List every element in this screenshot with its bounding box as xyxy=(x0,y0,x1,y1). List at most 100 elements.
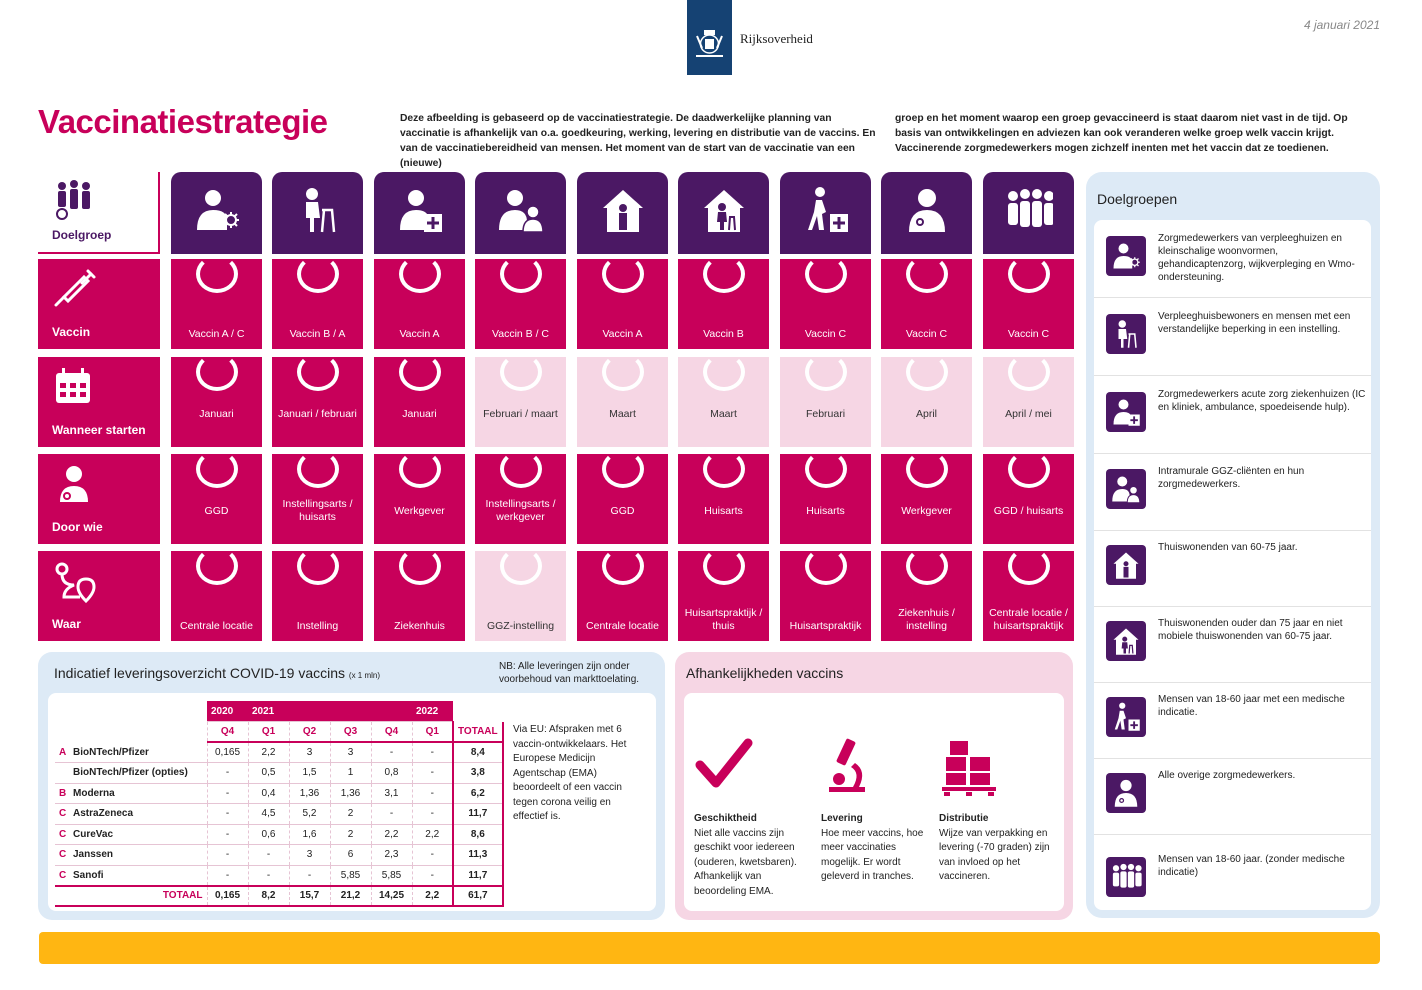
table-cell: 2,2 xyxy=(247,742,289,763)
cell-doorwie: Instellingsarts / werkgever xyxy=(475,450,566,544)
doelgroep-text: Mensen van 18-60 jaar met een medische i… xyxy=(1158,694,1345,718)
cell-text: Vaccin A xyxy=(602,328,643,340)
table-cell: - xyxy=(411,865,453,886)
table-cell: 0,165 xyxy=(206,742,248,763)
cell-vaccin: Vaccin B xyxy=(678,255,769,349)
cell-wanneer: Maart xyxy=(577,353,668,447)
caregiver-icon xyxy=(1106,773,1146,813)
table-cell: 3 xyxy=(288,844,330,866)
row-label-text: Waar xyxy=(52,617,81,631)
microscope-icon xyxy=(829,738,865,792)
walker-medical-icon xyxy=(1106,697,1146,737)
puzzle-knob xyxy=(1008,450,1050,488)
puzzle-knob xyxy=(1008,353,1050,391)
elderly-walker-icon xyxy=(1106,314,1146,354)
dependency-text: Niet alle vaccins zijn geschikt voor ied… xyxy=(694,827,797,897)
table-row: A BioNTech/Pfizer 0,165 2,2 3 3- -8,4 xyxy=(55,742,504,763)
cell-wanneer: Februari xyxy=(780,353,871,447)
column-header xyxy=(881,172,972,254)
quarter-cell: Q1 xyxy=(411,721,453,743)
crest-logo-icon xyxy=(696,30,723,57)
caregiver-virus-icon xyxy=(197,190,239,230)
levering-unit: (x 1 mln) xyxy=(348,671,381,680)
levering-table: 2020 2021 2022 Q4 Q1 Q2 Q3 Q4 Q1 TOTAAL A BioNTech/… xyxy=(55,701,504,907)
syringe-icon xyxy=(54,269,96,307)
table-cell: - xyxy=(411,742,453,763)
house-person-icon xyxy=(603,190,643,232)
quarter-cell: Q4 xyxy=(370,721,412,743)
column-header xyxy=(374,172,465,254)
intro-text-1: Deze afbeelding is gebaseerd op de vacci… xyxy=(400,113,876,169)
row-label-text: Wanneer starten xyxy=(52,423,146,437)
table-row: BioNTech/Pfizer (opties) -0,5 1,5 1 0,8-3,8 xyxy=(55,762,504,784)
cell-vaccin: Vaccin C xyxy=(881,255,972,349)
puzzle-knob xyxy=(196,255,238,293)
table-row: C Sanofi - - -5,85 5,85-11,7 xyxy=(55,865,504,886)
cell-wanneer: Maart xyxy=(678,353,769,447)
cell-text: Februari xyxy=(805,407,846,420)
doelgroep-item: Thuiswonenden van 60-75 jaar. xyxy=(1094,531,1371,607)
row-total: 8,6 xyxy=(452,824,504,845)
vaccine-name: C Sanofi xyxy=(55,865,207,886)
table-cell: 0,4 xyxy=(247,783,289,804)
table-cell: - xyxy=(370,803,412,825)
doelgroep-text: Zorgmedewerkers van verpleeghuizen en kl… xyxy=(1158,233,1355,283)
cell-text: Centrale locatie xyxy=(180,620,253,632)
puzzle-knob xyxy=(703,353,745,391)
caregiver-icon xyxy=(909,189,945,232)
doelgroep-item: Zorgmedewerkers van verpleeghuizen en kl… xyxy=(1094,222,1371,298)
column-header xyxy=(983,172,1074,254)
year-cell: 2022 xyxy=(412,701,453,722)
puzzle-knob xyxy=(703,450,745,488)
cell-wanneer: April / mei xyxy=(983,353,1074,447)
year-row: 2020 2021 2022 xyxy=(55,701,503,722)
levering-note: Via EU: Afspraken met 6 vaccin-ontwikkel… xyxy=(513,724,627,822)
cell-vaccin: Vaccin C xyxy=(983,255,1074,349)
table-cell: - xyxy=(411,783,453,804)
cell-text: Januari / februari xyxy=(278,407,357,420)
doelgroep-item: Verpleeghuisbewoners en mensen met een v… xyxy=(1094,300,1371,376)
table-cell: - xyxy=(206,844,248,866)
table-cell: 2,3 xyxy=(370,844,412,866)
cell-text: Vaccin B xyxy=(703,328,744,340)
table-cell: 5,2 xyxy=(288,803,330,825)
table-cell: 5,85 xyxy=(370,865,412,886)
cell-waar: Ziekenhuis xyxy=(374,547,465,641)
cell-text: Werkgever xyxy=(901,504,952,517)
date: 4 januari 2021 xyxy=(1303,18,1380,32)
column-header xyxy=(780,172,871,254)
caregiver-client-icon xyxy=(1106,469,1146,509)
cell-text: GGD / huisarts xyxy=(993,504,1064,517)
logo-block xyxy=(687,0,732,75)
table-cell: - xyxy=(411,803,453,825)
puzzle-knob xyxy=(500,450,542,488)
cell-text: Centrale locatie / huisartspraktijk xyxy=(989,607,1068,632)
puzzle-knob xyxy=(703,255,745,293)
table-cell: - xyxy=(411,762,453,784)
cell-text: Vaccin C xyxy=(905,328,948,340)
doelgroep-item: Mensen van 18-60 jaar met een medische i… xyxy=(1094,683,1371,759)
puzzle-knob xyxy=(196,450,238,488)
pallet-boxes-icon xyxy=(942,741,996,796)
caregiver-hospital-icon xyxy=(400,190,442,232)
row-total: 3,8 xyxy=(452,762,504,784)
cell-text: Ziekenhuis / instelling xyxy=(898,607,955,632)
puzzle-knob xyxy=(500,255,542,293)
puzzle-knob xyxy=(500,353,542,391)
cell-text: Vaccin A xyxy=(399,328,440,340)
quarter-row: Q4 Q1 Q2 Q3 Q4 Q1 TOTAAL xyxy=(55,721,504,743)
puzzle-knob xyxy=(399,255,441,293)
row-total: 6,2 xyxy=(452,783,504,804)
afhankelijkheden-title: Afhankelijkheden vaccins xyxy=(686,665,844,681)
cell-wanneer: Januari xyxy=(374,353,465,447)
cell-doorwie: GGD xyxy=(171,450,262,544)
puzzle-knob xyxy=(1008,547,1050,585)
row-label-doorwie: Door wie xyxy=(38,454,160,544)
table-cell: 2 xyxy=(329,824,371,845)
cell-vaccin: Vaccin A xyxy=(577,255,668,349)
dependency-title: Distributie xyxy=(939,813,989,824)
total-cell: 0,165 xyxy=(206,884,248,907)
row-total: 8,4 xyxy=(452,742,504,763)
cell-text: Februari / maart xyxy=(483,407,558,420)
vaccine-name: BioNTech/Pfizer (opties) xyxy=(55,762,207,784)
